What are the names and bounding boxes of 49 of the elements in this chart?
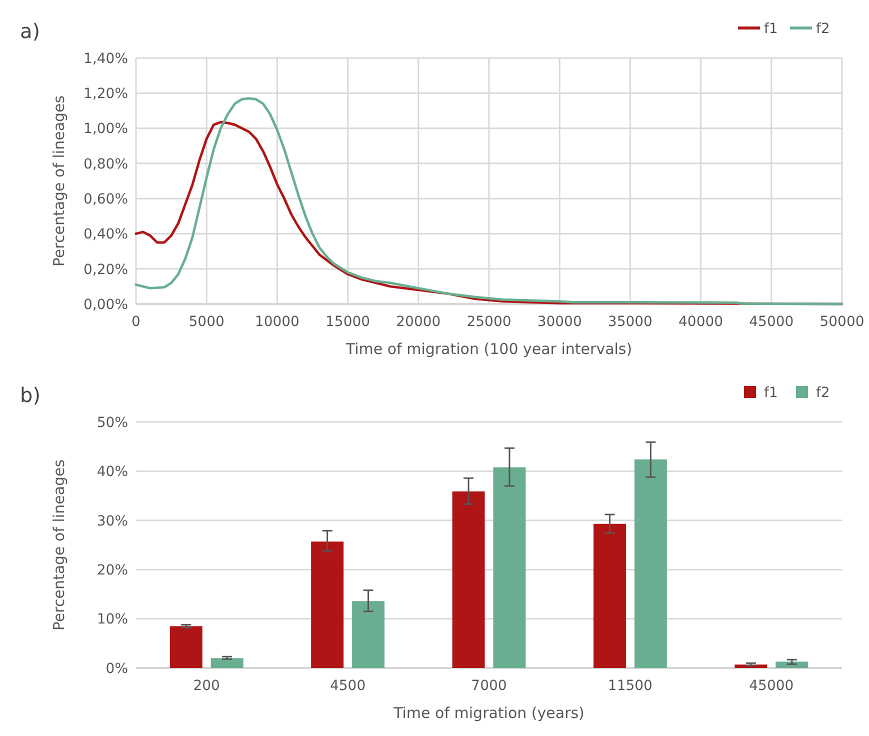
chart-title: b): [20, 383, 40, 407]
x-tick-label: 45000: [749, 314, 794, 330]
x-tick-label: 35000: [608, 314, 652, 330]
x-tick-label: 200: [193, 678, 220, 694]
x-tick-label: 20000: [396, 314, 441, 330]
x-tick-label: 15000: [326, 314, 370, 330]
y-tick-label: 0,80%: [84, 156, 128, 172]
y-tick-label: 0%: [106, 660, 128, 677]
x-tick-label: 0: [132, 314, 140, 330]
bar: [493, 467, 526, 668]
bar: [634, 459, 667, 668]
legend-label: f2: [816, 385, 830, 401]
y-tick-label: 30%: [96, 513, 128, 530]
y-axis-title: Percentage of lineages: [50, 95, 68, 267]
x-axis-title: Time of migration (years): [392, 704, 584, 722]
x-tick-label: 45000: [749, 678, 794, 694]
y-tick-label: 50%: [96, 414, 128, 431]
bar: [776, 662, 808, 668]
chart-title: a): [20, 19, 40, 43]
legend-label: f1: [764, 21, 778, 37]
x-tick-label: 11500: [608, 678, 652, 694]
x-tick-label: 10000: [254, 314, 300, 330]
y-tick-label: 20%: [96, 562, 128, 578]
y-tick-label: 0,40%: [84, 226, 128, 243]
x-tick-label: 50000: [820, 314, 864, 330]
x-tick-label: 25000: [466, 314, 512, 330]
x-tick-label: 5000: [188, 314, 224, 330]
y-tick-label: 1,20%: [84, 86, 128, 102]
y-tick-label: 0,00%: [84, 296, 128, 313]
bar: [210, 658, 244, 668]
legend-label: f2: [816, 21, 830, 37]
x-tick-label: 4500: [330, 678, 366, 694]
y-tick-label: 1,00%: [84, 121, 128, 138]
legend-label: f1: [764, 385, 778, 401]
y-axis-title: Percentage of lineages: [50, 459, 68, 631]
y-tick-label: 0,60%: [84, 191, 128, 208]
bar: [170, 626, 202, 668]
bar: [311, 542, 344, 668]
bar: [452, 491, 485, 668]
bar: [352, 601, 385, 668]
x-tick-label: 7000: [471, 678, 507, 694]
x-tick-label: 30000: [537, 314, 582, 330]
x-tick-label: 40000: [678, 314, 724, 330]
y-tick-label: 10%: [96, 612, 128, 628]
bar: [593, 524, 626, 668]
y-tick-label: 0,20%: [84, 262, 128, 278]
y-tick-label: 40%: [96, 464, 128, 480]
x-axis-title: Time of migration (100 year intervals): [344, 340, 632, 358]
y-tick-label: 1,40%: [84, 50, 128, 67]
